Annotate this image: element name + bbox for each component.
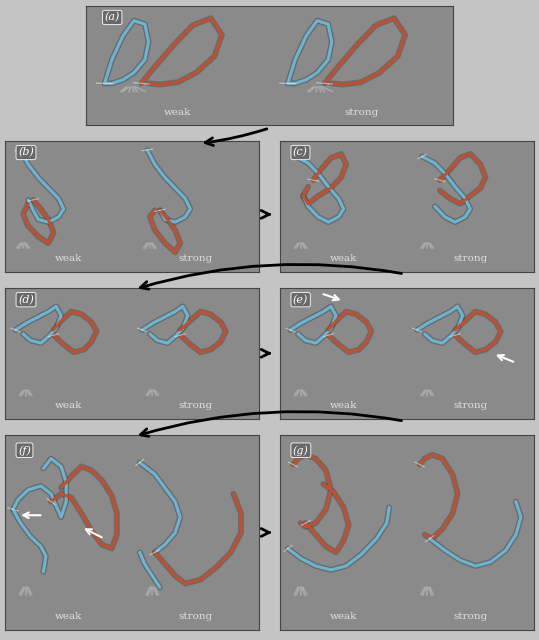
- Text: strong: strong: [178, 401, 212, 410]
- Text: (a): (a): [105, 12, 120, 22]
- Text: weak: weak: [330, 254, 357, 263]
- Text: weak: weak: [330, 612, 357, 621]
- Text: weak: weak: [55, 612, 82, 621]
- Text: (f): (f): [18, 445, 31, 456]
- Text: weak: weak: [164, 108, 191, 116]
- Text: (d): (d): [18, 294, 34, 305]
- Text: (g): (g): [293, 445, 309, 456]
- Text: strong: strong: [453, 612, 487, 621]
- Text: (e): (e): [293, 294, 308, 305]
- Text: strong: strong: [178, 612, 212, 621]
- Text: weak: weak: [55, 254, 82, 263]
- Text: weak: weak: [330, 401, 357, 410]
- Text: strong: strong: [453, 401, 487, 410]
- Text: strong: strong: [453, 254, 487, 263]
- Text: strong: strong: [344, 108, 378, 116]
- Text: strong: strong: [178, 254, 212, 263]
- Text: (b): (b): [18, 147, 34, 157]
- Text: (c): (c): [293, 147, 308, 157]
- Text: weak: weak: [55, 401, 82, 410]
